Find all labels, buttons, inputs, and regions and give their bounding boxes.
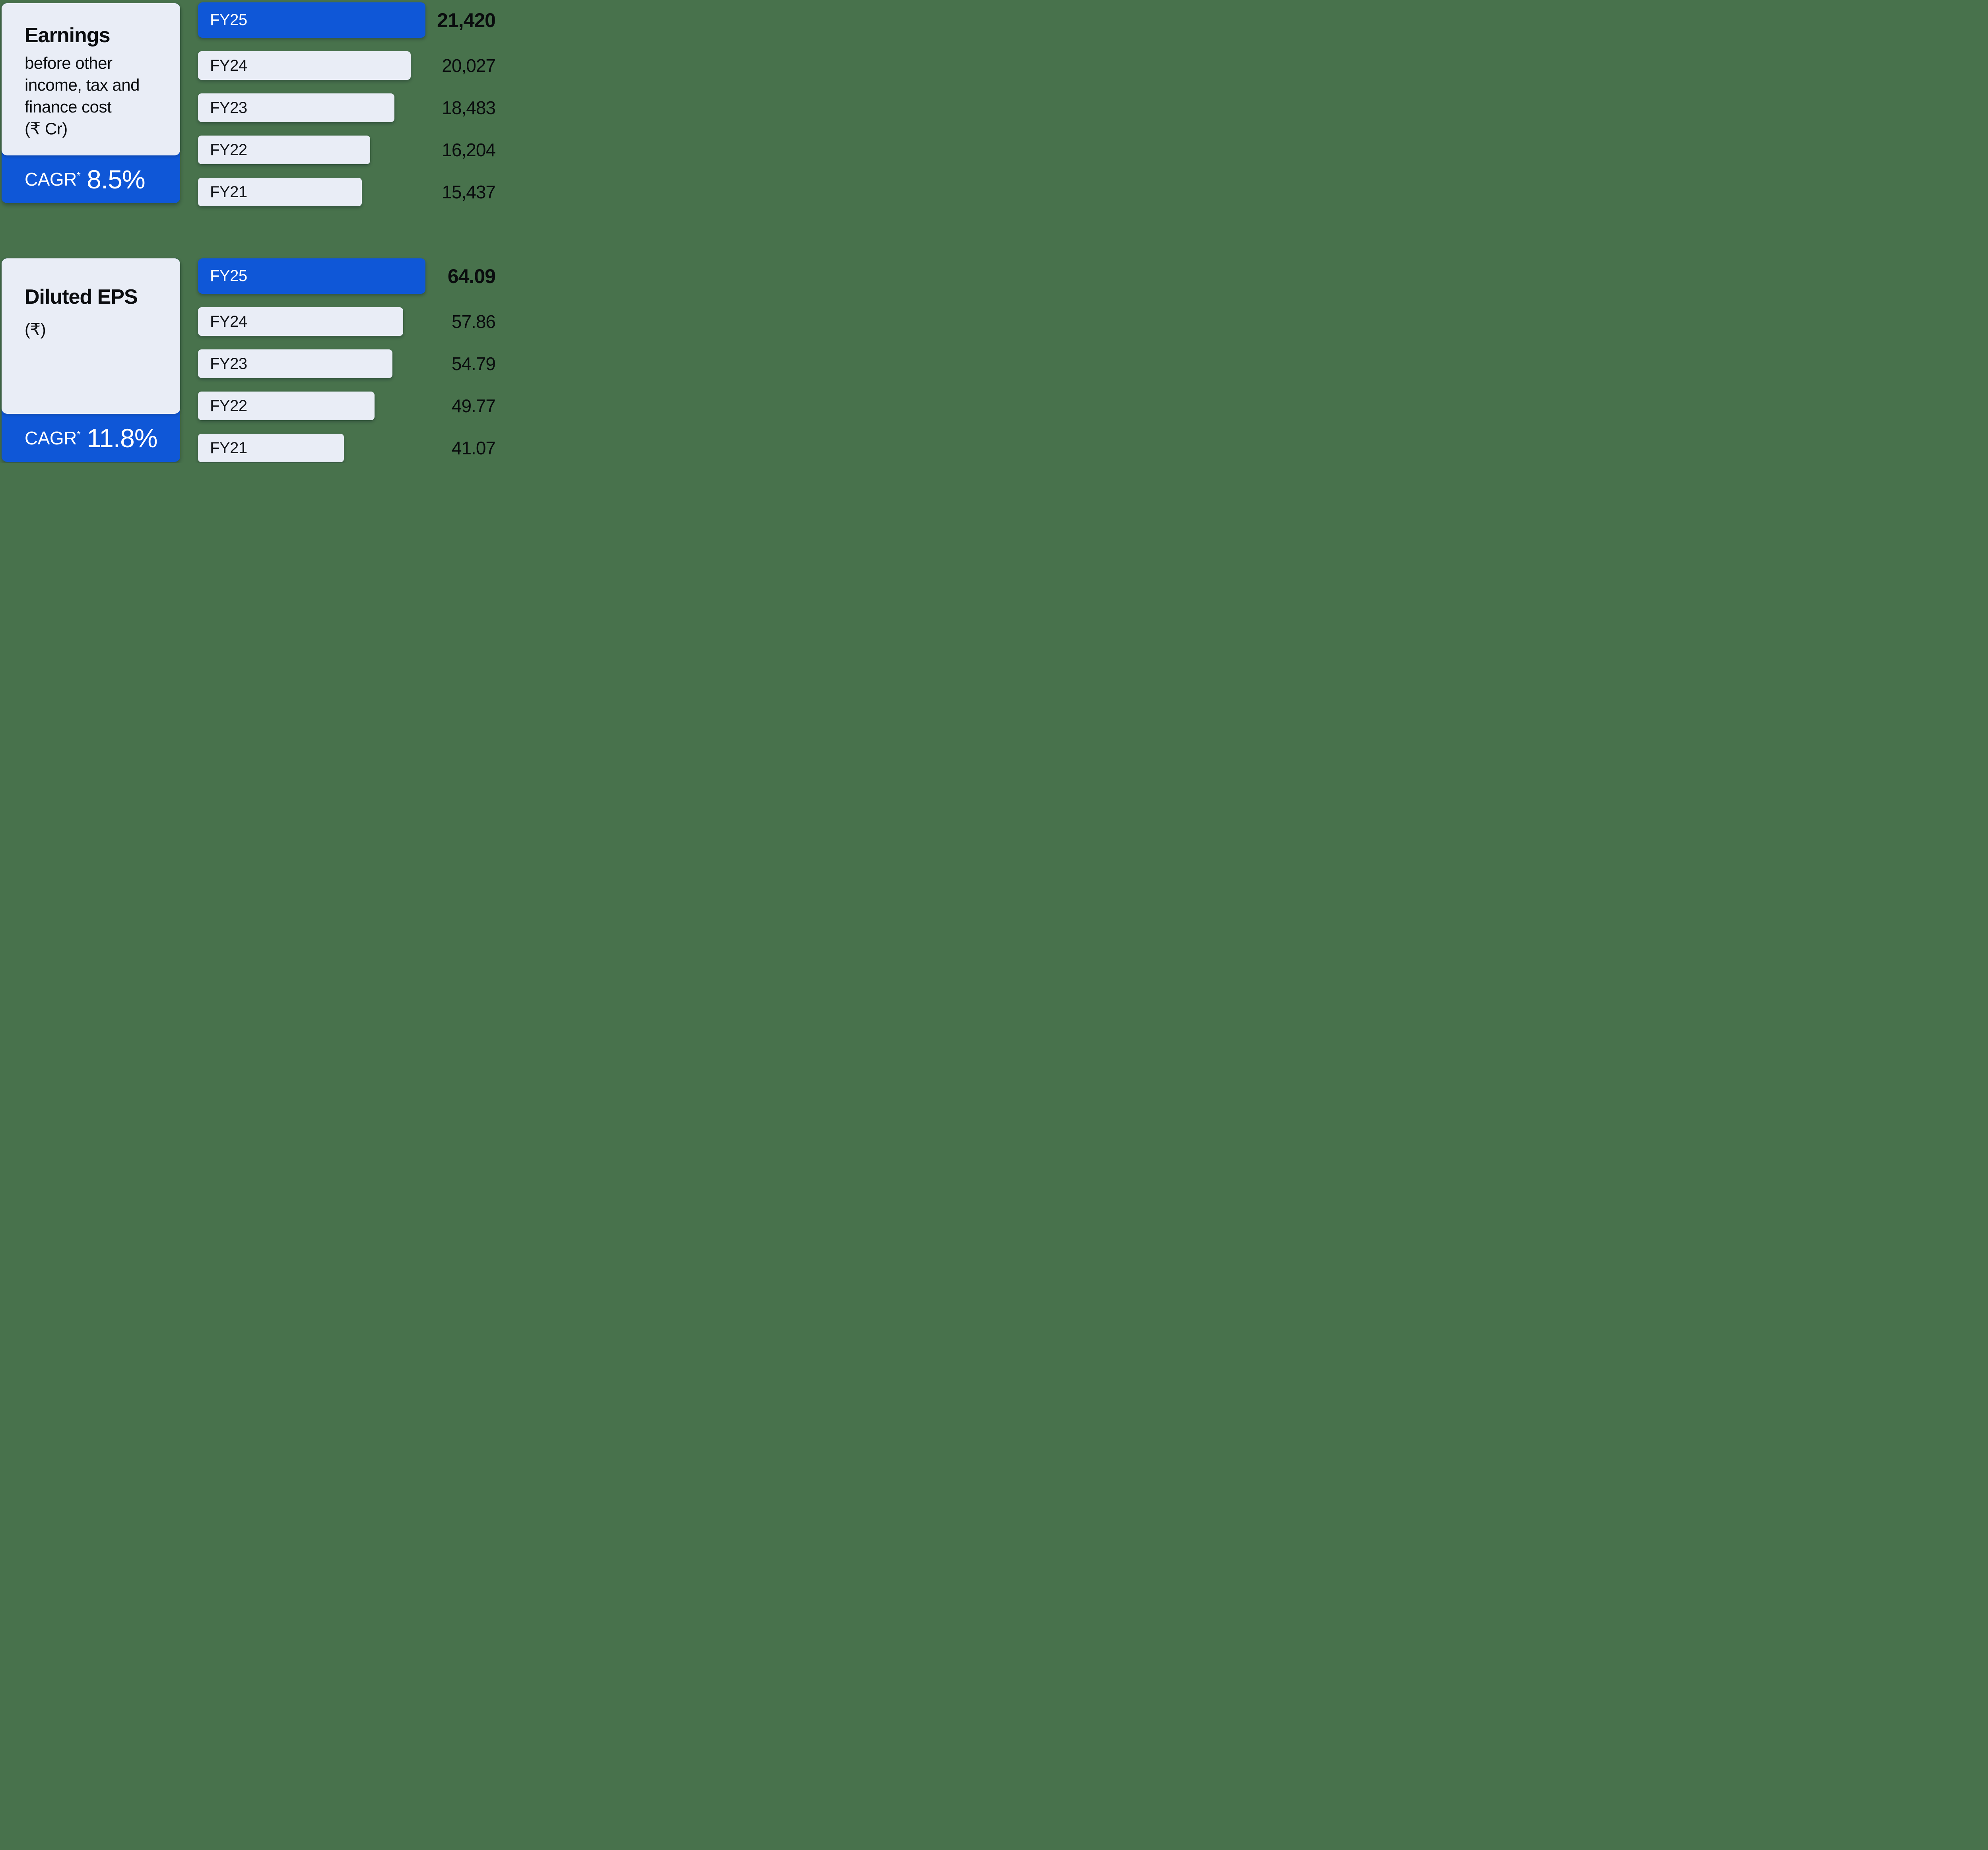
earnings-card-title: Earnings <box>25 24 111 47</box>
bar-category-label: FY24 <box>210 56 247 74</box>
diluted-eps-card-subtitle: (₹) <box>25 318 169 340</box>
diluted-eps-bar-chart: FY25 64.09 FY24 57.86 FY23 54.79 FY22 49.77 FY21… <box>198 258 496 462</box>
bar-fy25: FY25 <box>198 2 425 38</box>
diluted-eps-cagr-band: CAGR* 11.8% <box>25 414 176 462</box>
earnings-info-card: Earnings before other income, tax and fi… <box>2 3 180 203</box>
bar-value-label: 54.79 <box>451 353 496 374</box>
bar-row-fy23: FY23 54.79 <box>198 349 496 378</box>
bar-row-fy23: FY23 18,483 <box>198 93 496 122</box>
bar-category-label: FY22 <box>210 141 247 159</box>
bar-fy22: FY22 <box>198 392 375 420</box>
diluted-eps-card-title: Diluted EPS <box>25 285 138 308</box>
bar-category-label: FY23 <box>210 355 247 372</box>
bar-row-fy21: FY21 15,437 <box>198 178 496 206</box>
bar-value-label: 64.09 <box>447 265 496 287</box>
cagr-asterisk: * <box>76 170 81 182</box>
bar-row-fy25: FY25 21,420 <box>198 2 496 38</box>
bar-category-label: FY23 <box>210 99 247 116</box>
bar-fy23: FY23 <box>198 93 394 122</box>
bar-row-fy21: FY21 41.07 <box>198 434 496 462</box>
earnings-card-subtitle: before other income, tax and finance cos… <box>25 52 169 140</box>
bar-value-label: 20,027 <box>442 55 496 76</box>
bar-value-label: 16,204 <box>442 140 496 160</box>
bar-category-label: FY24 <box>210 312 247 330</box>
subtitle-line: income, tax and <box>25 76 140 95</box>
cagr-label: CAGR* <box>25 427 81 448</box>
diluted-eps-info-card: Diluted EPS (₹) CAGR* 11.8% <box>2 258 180 462</box>
bar-fy25: FY25 <box>198 258 425 294</box>
bar-row-fy22: FY22 16,204 <box>198 136 496 164</box>
bar-category-label: FY21 <box>210 183 247 201</box>
bar-value-label: 21,420 <box>437 9 496 31</box>
subtitle-line: before other <box>25 54 113 73</box>
bar-fy21: FY21 <box>198 178 362 206</box>
bar-fy24: FY24 <box>198 51 411 80</box>
bar-row-fy22: FY22 49.77 <box>198 392 496 420</box>
cagr-label: CAGR* <box>25 169 81 190</box>
bar-row-fy25: FY25 64.09 <box>198 258 496 294</box>
earnings-bar-chart: FY25 21,420 FY24 20,027 FY23 18,483 FY22 16,204… <box>198 2 496 206</box>
diluted-eps-card-body: Diluted EPS (₹) <box>2 258 180 414</box>
cagr-value: 11.8% <box>87 423 157 453</box>
bar-category-label: FY21 <box>210 439 247 457</box>
bar-row-fy24: FY24 57.86 <box>198 307 496 336</box>
bar-fy24: FY24 <box>198 307 404 336</box>
bar-value-label: 18,483 <box>442 97 496 118</box>
subtitle-line: (₹ Cr) <box>25 119 68 138</box>
bar-fy21: FY21 <box>198 434 344 462</box>
bar-category-label: FY22 <box>210 397 247 415</box>
bar-category-label: FY25 <box>210 267 247 285</box>
cagr-value: 8.5% <box>87 165 145 194</box>
bar-value-label: 41.07 <box>451 438 496 458</box>
subtitle-line: finance cost <box>25 97 112 116</box>
bar-fy23: FY23 <box>198 349 392 378</box>
subtitle-line: (₹) <box>25 320 46 339</box>
financial-highlights-infographic: Earnings before other income, tax and fi… <box>0 0 497 463</box>
bar-category-label: FY25 <box>210 11 247 29</box>
bar-value-label: 49.77 <box>451 396 496 416</box>
cagr-asterisk: * <box>76 429 81 440</box>
bar-row-fy24: FY24 20,027 <box>198 51 496 80</box>
bar-value-label: 57.86 <box>451 311 496 332</box>
earnings-cagr-band: CAGR* 8.5% <box>25 155 176 203</box>
bar-fy22: FY22 <box>198 136 370 164</box>
earnings-card-body: Earnings before other income, tax and fi… <box>2 3 180 155</box>
bar-value-label: 15,437 <box>442 182 496 202</box>
